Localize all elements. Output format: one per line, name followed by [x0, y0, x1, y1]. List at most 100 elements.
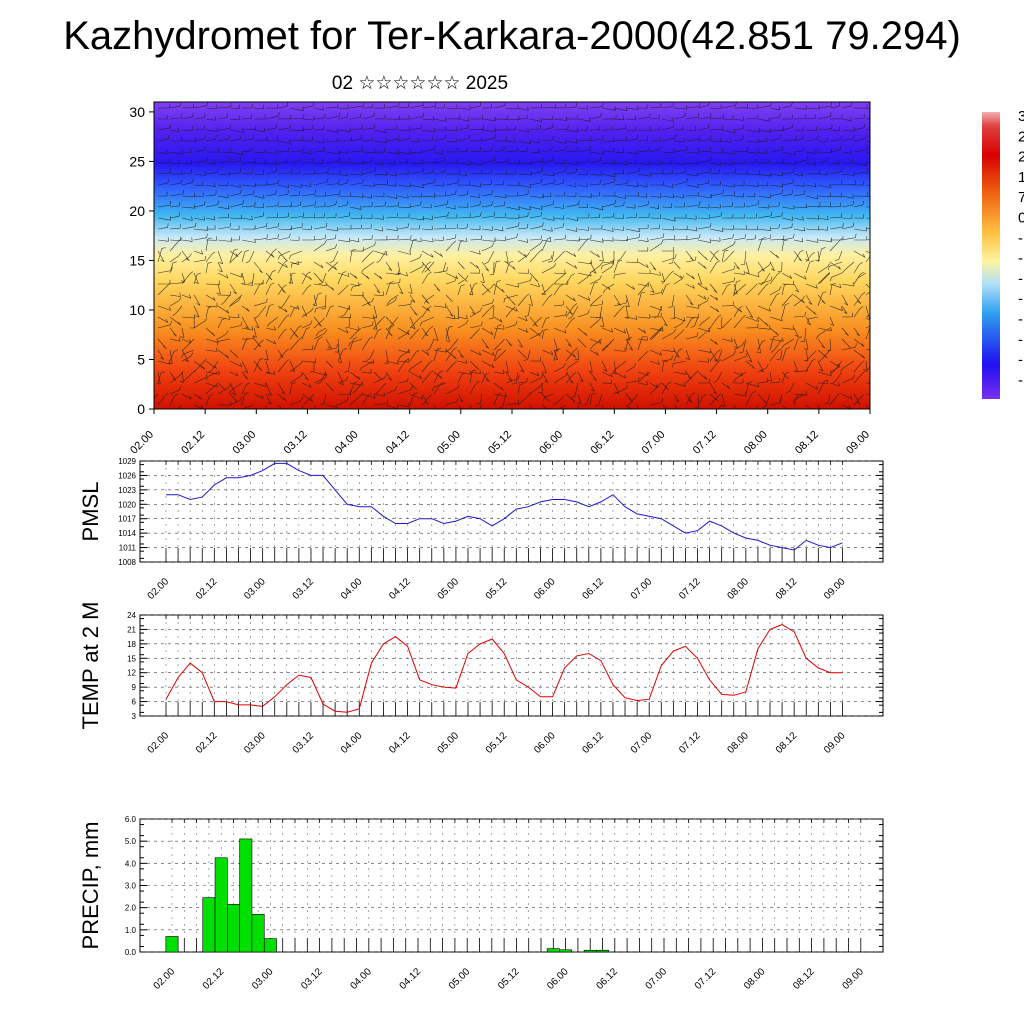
- y-tick-label: 24: [127, 611, 136, 620]
- x-tick-label: 09.00: [822, 730, 848, 756]
- y-tick-label: 9: [132, 683, 137, 692]
- x-tick-label: 06.12: [581, 730, 607, 756]
- chart-title: Kazhydromet for Ter-Karkara-2000(42.851 …: [63, 14, 961, 58]
- y-tick-label: 12: [127, 669, 136, 678]
- x-tick-label: 04.00: [339, 730, 365, 756]
- precip-bar: [263, 938, 277, 953]
- x-tick-label: 07.12: [693, 966, 719, 992]
- series-line: [165, 624, 843, 713]
- wind-barb-field: [154, 102, 870, 409]
- x-tick-label: 08.00: [742, 966, 768, 992]
- x-tick-label: 03.12: [291, 730, 317, 756]
- x-tick-label: 08.12: [774, 730, 800, 756]
- x-tick-label: 08.12: [793, 429, 821, 457]
- colorbar: 3 2 2 1 7 0 - - - - - - - -: [982, 108, 1024, 399]
- y-tick-label: 30: [129, 104, 145, 120]
- x-tick-label: 06.12: [588, 429, 616, 457]
- x-tick-label: 08.00: [725, 730, 751, 756]
- x-tick-label: 02.12: [194, 730, 220, 756]
- y-tick-label: 4.0: [125, 859, 137, 868]
- precip-bar: [546, 948, 560, 953]
- y-tick-label: 15: [129, 252, 145, 268]
- x-tick-label: 02.00: [152, 966, 178, 992]
- colorbar-label: 7: [1018, 189, 1024, 206]
- y-axis-label: PRECIP, mm: [78, 822, 103, 950]
- precip-bar: [165, 936, 179, 953]
- y-tick-label: 6: [132, 698, 137, 707]
- y-tick-label: 1.0: [125, 926, 137, 935]
- y-tick-label: 0.0: [125, 948, 137, 957]
- x-tick-label: 07.00: [629, 730, 655, 756]
- y-axis-label: PMSL: [78, 482, 103, 542]
- x-tick-label: 02.12: [179, 429, 207, 457]
- colorbar-scale: [982, 112, 1000, 399]
- x-tick-label: 09.00: [822, 576, 848, 602]
- precip-bar: [202, 897, 216, 953]
- x-tick-label: 02.00: [146, 576, 172, 602]
- y-tick-label: 1014: [118, 529, 136, 538]
- cross-section-x-axis: 02.00 02.12 03.00 03.12 04.00 04.12 05.00 05.12…: [128, 409, 872, 457]
- cross-section-panel: 0 5 10 15 20 25 30 02.00 02.12 03.00 03.12 04.00 04…: [128, 101, 872, 457]
- x-tick-label: 02.12: [201, 966, 227, 992]
- y-tick-label: 25: [129, 153, 145, 169]
- x-tick-label: 07.12: [677, 730, 703, 756]
- panel-frame: [139, 460, 884, 563]
- x-tick-label: 06.12: [594, 966, 620, 992]
- temperature-field: [154, 102, 870, 409]
- colorbar-label: -: [1018, 270, 1023, 287]
- colorbar-label: -: [1018, 352, 1023, 369]
- panel-frame: [139, 614, 884, 717]
- colorbar-label: 2: [1018, 128, 1024, 145]
- x-tick-label: 05.12: [486, 429, 514, 457]
- y-tick-label: 1017: [118, 515, 136, 524]
- x-tick-label: 05.12: [496, 966, 522, 992]
- colorbar-label: -: [1018, 372, 1023, 389]
- precip-bar: [227, 904, 240, 953]
- colorbar-label: -: [1018, 230, 1023, 247]
- x-tick-label: 07.12: [677, 576, 703, 602]
- colorbar-label: 1: [1018, 169, 1024, 186]
- y-tick-label: 10: [129, 302, 145, 318]
- precip-bar: [239, 838, 253, 953]
- x-tick-label: 03.00: [230, 429, 258, 457]
- x-tick-label: 05.12: [484, 730, 510, 756]
- precip-bar: [559, 949, 573, 953]
- series-line: [166, 462, 843, 551]
- x-tick-label: 06.00: [532, 576, 558, 602]
- x-tick-label: 08.12: [791, 966, 817, 992]
- x-tick-label: 04.12: [384, 429, 412, 457]
- precip-panel: 0.0 1.0 2.0 3.0 4.0 5.0 6.0 02.00 02.12 03.00 03.1…: [78, 815, 884, 992]
- x-tick-label: 03.00: [242, 730, 268, 756]
- y-tick-label: 15: [127, 654, 136, 663]
- y-tick-label: 3.0: [125, 882, 137, 891]
- y-tick-label: 1026: [118, 471, 136, 480]
- x-tick-label: 05.12: [484, 576, 510, 602]
- y-tick-label: 20: [129, 203, 145, 219]
- x-tick-label: 06.00: [545, 966, 571, 992]
- precip-bar: [596, 949, 609, 953]
- y-tick-label: 6.0: [125, 815, 137, 824]
- x-tick-label: 06.00: [532, 730, 558, 756]
- x-tick-label: 04.12: [387, 576, 413, 602]
- x-tick-label: 06.00: [537, 429, 565, 457]
- colorbar-label: -: [1018, 291, 1023, 308]
- x-tick-label: 04.12: [387, 730, 413, 756]
- x-tick-label: 03.12: [299, 966, 325, 992]
- precip-bar: [214, 857, 228, 953]
- x-tick-label: 09.00: [840, 966, 866, 992]
- x-tick-label: 07.12: [691, 429, 719, 457]
- x-tick-label: 02.00: [146, 730, 172, 756]
- y-tick-label: 1008: [118, 558, 136, 567]
- x-tick-label: 05.00: [436, 576, 462, 602]
- colorbar-label: -: [1018, 250, 1023, 267]
- y-tick-label: 1011: [119, 544, 137, 553]
- y-axis-label: TEMP at 2 M: [78, 602, 103, 730]
- x-tick-label: 08.00: [725, 576, 751, 602]
- wind-barbs: [154, 102, 870, 409]
- x-tick-label: 04.00: [348, 966, 374, 992]
- x-tick-label: 06.12: [581, 576, 607, 602]
- x-tick-label: 08.12: [774, 576, 800, 602]
- colorbar-label: 0: [1018, 210, 1024, 227]
- y-tick-label: 2.0: [125, 904, 137, 913]
